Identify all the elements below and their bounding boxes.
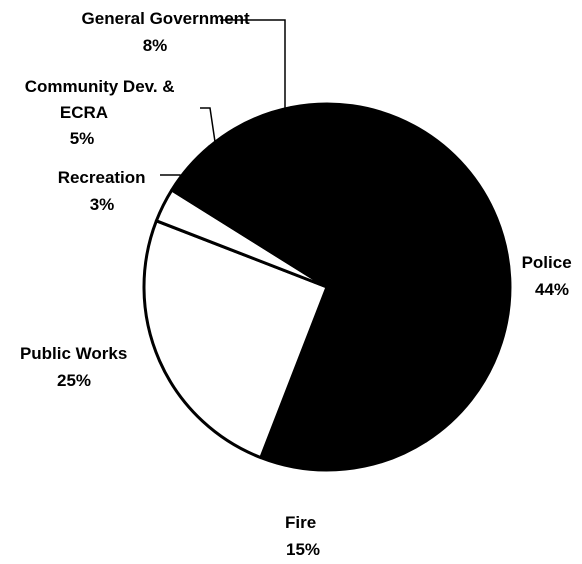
pie-slice-community-dev-ecra	[170, 145, 329, 289]
slice-label-line: Fire	[285, 513, 316, 532]
slice-label-general-government: General Government 8%	[82, 9, 255, 55]
slice-value-label: 44%	[535, 280, 569, 299]
pie-slice-police	[289, 102, 512, 443]
slice-value-label: 15%	[286, 540, 320, 559]
slice-label-fire: Fire 15%	[285, 513, 321, 559]
leader-lines-layer	[160, 19, 286, 194]
leader-line-community-dev-ecra	[200, 107, 219, 163]
slice-value-label: 8%	[143, 36, 168, 55]
leader-line-general-government	[220, 19, 286, 128]
pie-slice-fire	[259, 285, 428, 472]
slice-label-line: Community Dev. &	[25, 77, 175, 96]
slices-layer	[142, 102, 512, 472]
slice-label-line: Recreation	[58, 168, 146, 187]
slice-label-line: Police	[522, 253, 572, 272]
pie-slice-general-government	[207, 105, 329, 289]
slice-value-label: 25%	[57, 371, 91, 390]
slice-value-label: 3%	[90, 195, 115, 214]
slice-value-label: 5%	[70, 129, 95, 148]
slice-label-police: Police 44%	[522, 253, 577, 299]
slice-label-line: Public Works	[20, 344, 127, 363]
slice-label-line: ECRA	[60, 103, 108, 122]
slice-label-public-works: Public Works 25%	[20, 344, 132, 390]
slice-label-community-dev-ecra: Community Dev. & ECRA 5%	[25, 77, 180, 148]
slice-label-line: General Government	[82, 9, 251, 28]
slice-label-recreation: Recreation 3%	[58, 168, 151, 214]
pie-slice-public-works	[142, 219, 329, 460]
leader-line-recreation	[160, 174, 187, 194]
